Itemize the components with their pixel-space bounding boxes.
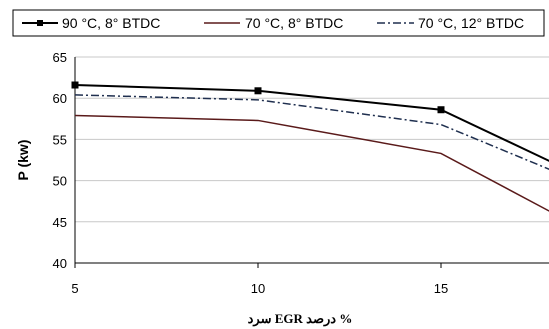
series-line-2 (74, 114, 549, 212)
axes (74, 57, 549, 264)
x-tick-label: 10 (251, 281, 265, 296)
legend-entry-series-1: 90 °C, 8° BTDC (62, 15, 160, 31)
series-line-1 (74, 84, 549, 162)
gridlines (75, 56, 549, 223)
y-axis-label: P (kw) (15, 140, 31, 181)
data-point-marker (71, 81, 79, 89)
y-tick-label: 50 (53, 174, 67, 189)
legend-entry-series-2: 70 °C, 8° BTDC (245, 15, 343, 31)
x-tick-labels: 5 10 15 (71, 263, 448, 296)
y-tick-label: 55 (53, 132, 67, 147)
x-tick-label: 5 (71, 281, 78, 296)
data-point-marker (254, 87, 262, 95)
x-axis-label: % درصد EGR سرد (248, 311, 353, 327)
data-point-marker (437, 106, 445, 114)
y-tick-label: 40 (53, 256, 67, 271)
y-tick-labels: 40 45 50 55 60 65 (53, 50, 67, 271)
legend-frame (12, 9, 545, 37)
series-line-3 (74, 94, 549, 170)
series-lines (71, 81, 549, 212)
legend: 90 °C, 8° BTDC 70 °C, 8° BTDC 70 °C, 12°… (12, 9, 545, 37)
legend-entry-series-3: 70 °C, 12° BTDC (418, 15, 524, 31)
legend-marker-series-1 (37, 20, 43, 26)
x-tick-label: 15 (434, 281, 448, 296)
y-tick-label: 60 (53, 91, 67, 106)
y-tick-label: 45 (53, 215, 67, 230)
y-tick-label: 65 (53, 50, 67, 65)
